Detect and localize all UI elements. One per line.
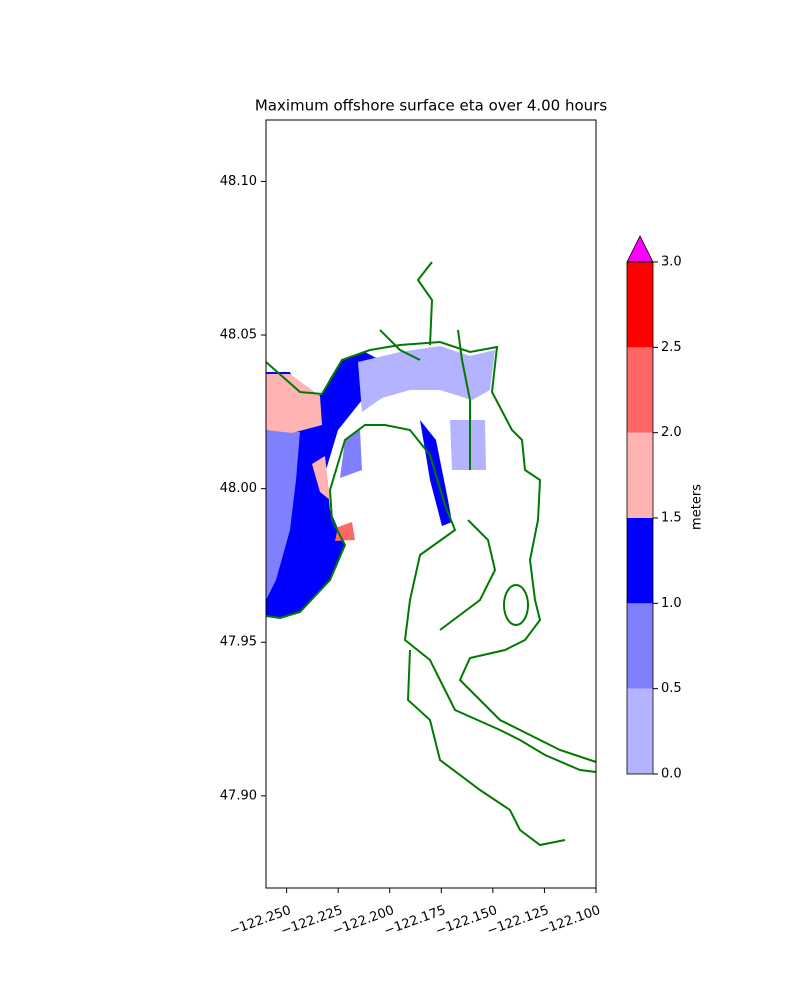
colorbar-segment (627, 347, 653, 433)
chart-title: Maximum offshore surface eta over 4.00 h… (255, 97, 608, 115)
colorbar-tick-label: 0.5 (661, 681, 682, 696)
y-tick-label: 48.00 (220, 481, 257, 496)
colorbar-tick-label: 2.5 (661, 340, 682, 355)
colorbar-segment (627, 432, 653, 518)
y-tick-label: 48.05 (220, 328, 257, 343)
colorbar-tick-label: 1.0 (661, 596, 682, 611)
colorbar-segment (627, 688, 653, 774)
axes-frame (265, 119, 597, 889)
y-tick-label: 48.10 (220, 174, 257, 189)
colorbar-tick-label: 3.0 (661, 255, 682, 270)
colorbar-segment (627, 603, 653, 689)
y-tick-label: 47.95 (220, 635, 257, 650)
colorbar-segment (627, 262, 653, 348)
map (265, 261, 597, 847)
axes (265, 119, 597, 889)
colorbar-label: meters (690, 484, 705, 530)
colorbar-tick-label: 0.0 (661, 767, 682, 782)
colorbar-tick-label: 1.5 (661, 511, 682, 526)
y-tick-label: 47.90 (220, 788, 257, 803)
colorbar-tick-label: 2.0 (661, 425, 682, 440)
colorbar-extend (626, 235, 654, 263)
colorbar-segment (627, 518, 653, 604)
